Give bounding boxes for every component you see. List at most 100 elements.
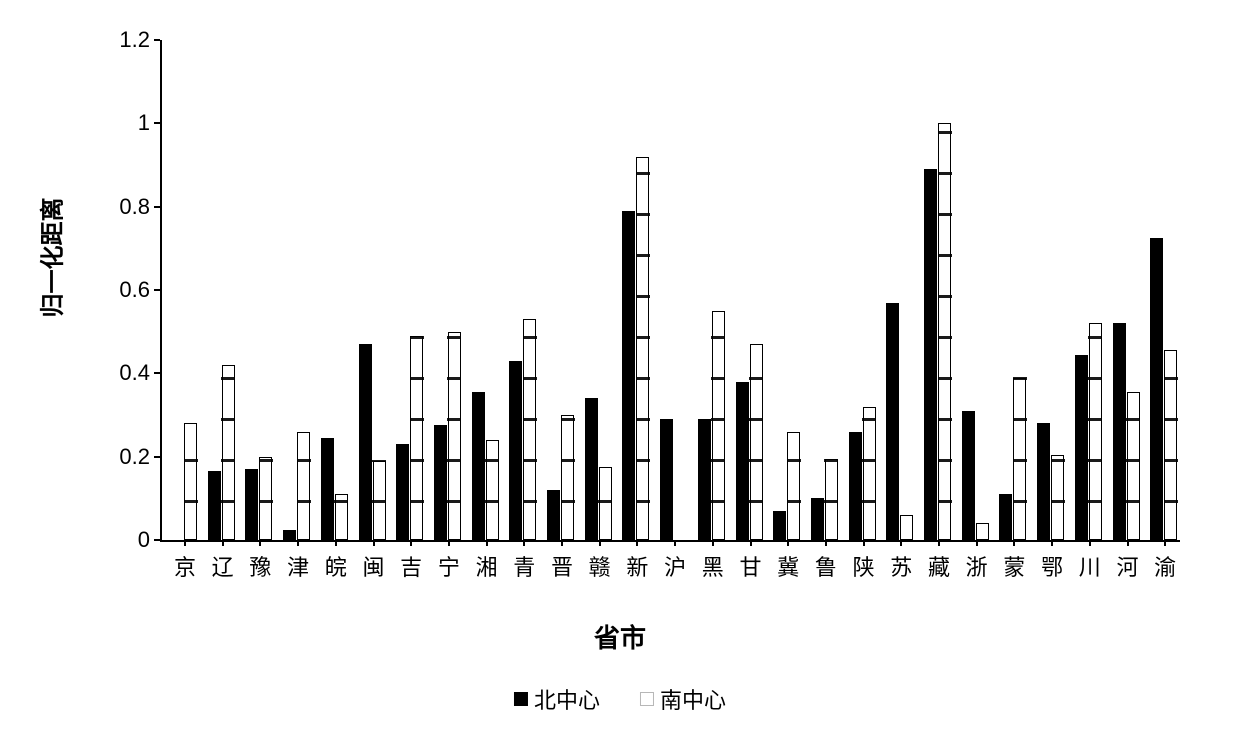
- bar-south: [636, 157, 649, 540]
- bar-south: [750, 344, 763, 540]
- x-tick: 陕: [853, 550, 875, 582]
- legend-item-north: 北中心: [514, 683, 600, 715]
- x-tick-mark: [222, 540, 224, 546]
- bar-north: [962, 411, 975, 540]
- x-tick-mark: [561, 540, 563, 546]
- bar-south: [976, 523, 989, 540]
- x-tick-mark: [938, 540, 940, 546]
- x-tick: 赣: [589, 550, 611, 582]
- bar-north: [1150, 238, 1163, 540]
- x-tick: 蒙: [1003, 550, 1025, 582]
- bar-south: [259, 457, 272, 540]
- legend-swatch-solid-icon: [514, 692, 528, 706]
- x-tick-mark: [1127, 540, 1129, 546]
- y-tick-mark: [154, 456, 160, 458]
- bar-north: [396, 444, 409, 540]
- x-tick: 津: [287, 550, 309, 582]
- x-tick-mark: [184, 540, 186, 546]
- bar-north: [472, 392, 485, 540]
- x-tick-mark: [750, 540, 752, 546]
- x-tick: 宁: [438, 550, 460, 582]
- bar-north: [849, 432, 862, 540]
- bar-north: [622, 211, 635, 540]
- x-tick: 川: [1079, 550, 1101, 582]
- bar-south: [712, 311, 725, 540]
- x-tick-mark: [636, 540, 638, 546]
- x-tick-mark: [787, 540, 789, 546]
- bar-north: [773, 511, 786, 540]
- bar-south: [297, 432, 310, 540]
- x-tick-mark: [674, 540, 676, 546]
- x-tick: 鲁: [815, 550, 837, 582]
- x-tick: 豫: [249, 550, 271, 582]
- x-tick: 闽: [362, 550, 384, 582]
- bar-south: [410, 336, 423, 540]
- y-tick-mark: [154, 539, 160, 541]
- x-tick: 浙: [966, 550, 988, 582]
- bar-north: [1037, 423, 1050, 540]
- legend-item-south: 南中心: [640, 683, 726, 715]
- bar-north: [886, 303, 899, 541]
- bar-north: [208, 471, 221, 540]
- x-tick-mark: [1051, 540, 1053, 546]
- x-tick-mark: [523, 540, 525, 546]
- y-tick-mark: [154, 122, 160, 124]
- x-tick: 甘: [739, 550, 761, 582]
- y-tick: 0.6: [100, 277, 150, 303]
- bar-north: [509, 361, 522, 540]
- bar-north: [547, 490, 560, 540]
- bar-north: [811, 498, 824, 540]
- bar-north: [698, 419, 711, 540]
- bar-south: [1051, 455, 1064, 540]
- bar-south: [523, 319, 536, 540]
- y-tick: 0.2: [100, 444, 150, 470]
- bar-south: [938, 123, 951, 540]
- bar-south: [787, 432, 800, 540]
- y-tick: 1: [100, 110, 150, 136]
- bar-south: [222, 365, 235, 540]
- bar-south: [486, 440, 499, 540]
- x-tick: 冀: [777, 550, 799, 582]
- bar-south: [448, 332, 461, 540]
- bar-north: [1113, 323, 1126, 540]
- x-tick-mark: [410, 540, 412, 546]
- x-tick-mark: [863, 540, 865, 546]
- y-tick: 1.2: [100, 27, 150, 53]
- bar-south: [373, 461, 386, 540]
- x-tick: 鄂: [1041, 550, 1063, 582]
- x-tick: 吉: [400, 550, 422, 582]
- bar-north: [736, 382, 749, 540]
- legend-label-south: 南中心: [660, 683, 726, 715]
- bar-north: [434, 425, 447, 540]
- legend: 北中心 南中心: [514, 683, 726, 715]
- x-tick-mark: [335, 540, 337, 546]
- x-tick: 黑: [702, 550, 724, 582]
- x-tick-mark: [297, 540, 299, 546]
- x-tick-mark: [486, 540, 488, 546]
- bar-north: [283, 530, 296, 540]
- bar-south: [863, 407, 876, 540]
- chart-container: 归一化距离 00.20.40.60.811.2京辽豫津皖闽吉宁湘青晋赣新沪黑甘冀…: [40, 20, 1200, 720]
- bar-south: [1127, 392, 1140, 540]
- bar-north: [585, 398, 598, 540]
- bar-north: [359, 344, 372, 540]
- bar-north: [321, 438, 334, 540]
- x-tick: 河: [1116, 550, 1138, 582]
- x-tick: 辽: [212, 550, 234, 582]
- legend-label-north: 北中心: [534, 683, 600, 715]
- bar-south: [599, 467, 612, 540]
- y-tick-mark: [154, 289, 160, 291]
- bar-north: [999, 494, 1012, 540]
- x-tick-mark: [259, 540, 261, 546]
- x-tick: 沪: [664, 550, 686, 582]
- y-tick: 0.4: [100, 360, 150, 386]
- x-tick-mark: [1164, 540, 1166, 546]
- x-tick-mark: [1013, 540, 1015, 546]
- bar-south: [900, 515, 913, 540]
- y-axis-line: [160, 40, 162, 540]
- x-tick: 渝: [1154, 550, 1176, 582]
- x-tick-mark: [599, 540, 601, 546]
- plot-area: 00.20.40.60.811.2京辽豫津皖闽吉宁湘青晋赣新沪黑甘冀鲁陕苏藏浙蒙…: [160, 40, 1180, 540]
- x-tick-mark: [448, 540, 450, 546]
- x-tick: 新: [626, 550, 648, 582]
